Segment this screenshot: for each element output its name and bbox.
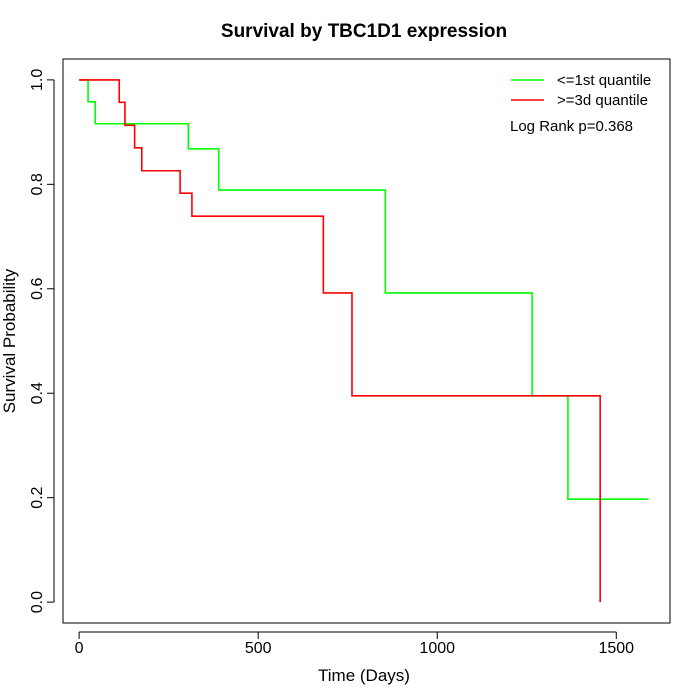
x-tick-label: 500	[245, 640, 272, 657]
legend-label: >=3d quantile	[557, 92, 648, 109]
x-tick-label: 1000	[419, 640, 455, 657]
legend-label: <=1st quantile	[557, 72, 651, 89]
y-tick-label: 0.6	[29, 278, 46, 300]
series-line-1	[79, 79, 601, 603]
x-axis-label: Time (Days)	[318, 666, 410, 685]
x-axis: 0 500 1000 1500	[75, 631, 634, 657]
x-tick-label: 0	[75, 640, 84, 657]
chart-title: Survival by TBC1D1 expression	[221, 21, 507, 42]
series-line-0	[79, 79, 649, 501]
plot-frame	[62, 58, 671, 624]
x-tick-label: 1500	[598, 640, 634, 657]
y-tick-label: 0.2	[29, 486, 46, 508]
y-tick-label: 0.4	[29, 382, 46, 404]
y-tick-label: 0.0	[29, 591, 46, 613]
y-tick-label: 0.8	[29, 173, 46, 195]
legend: <=1st quantile >=3d quantile	[511, 72, 651, 109]
log-rank-annotation: Log Rank p=0.368	[510, 118, 633, 135]
series-layer	[79, 79, 649, 603]
y-axis: 0.0 0.2 0.4 0.6 0.8 1.0	[29, 69, 55, 613]
y-tick-label: 1.0	[29, 69, 46, 91]
y-axis-label: Survival Probability	[0, 268, 19, 413]
